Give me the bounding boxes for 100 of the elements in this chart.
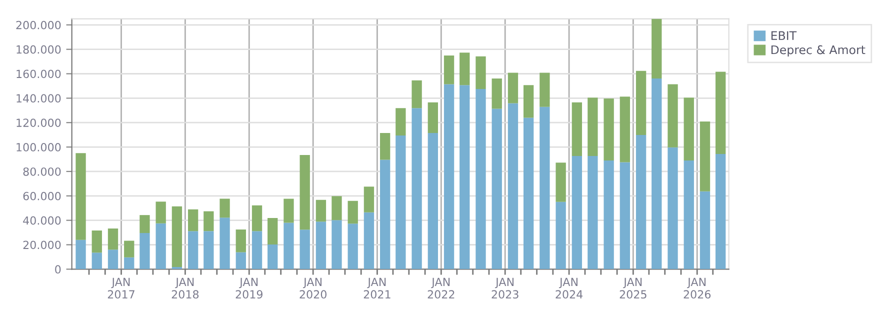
bar [412,80,422,108]
bar [668,84,678,148]
bar [332,220,342,270]
bar [300,154,310,230]
bar [508,72,518,104]
y-tick-label: 80.000 [23,167,61,176]
bar [348,224,358,270]
x-tick-label: JAN 2023 [492,278,518,299]
bar [556,202,566,270]
bar [540,106,550,270]
bar [348,200,358,224]
bar [204,211,214,232]
bar [684,160,694,270]
bar [284,198,294,223]
bar [540,72,550,107]
x-tick-label: JAN 2020 [300,278,326,299]
bar [252,231,262,270]
bar [236,252,246,270]
bar [316,200,326,222]
bar [124,257,134,270]
legend-label: Deprec & Amort [771,45,866,57]
bar [188,209,198,232]
bar [588,98,598,156]
bar [588,156,598,270]
bar [700,122,710,192]
legend-label: EBIT [771,31,797,40]
bar [572,102,582,156]
bar [524,118,534,270]
y-tick-label: 20.000 [23,240,61,250]
bar [92,252,102,270]
bar [460,52,470,86]
bar [700,191,710,270]
bar [204,231,214,270]
bar [396,136,406,270]
bar [268,218,278,245]
bar [316,222,326,270]
bar [508,103,518,270]
bar [476,56,486,90]
bar [716,154,726,270]
bar [524,85,534,118]
bar [172,266,182,270]
y-tick-label: 160.000 [16,70,61,78]
bar [620,96,630,162]
x-tick-label: JAN 2025 [620,278,646,299]
y-tick-label: 120.000 [16,118,61,127]
bar [652,18,662,79]
bar [492,108,502,270]
bar [620,162,630,270]
bar [716,72,726,154]
bar [236,229,246,252]
bar [156,202,166,224]
bar [380,132,390,160]
bar [476,89,486,270]
bar [140,233,150,270]
bar [412,108,422,270]
x-tick-label: JAN 2021 [364,278,390,299]
bar [428,132,438,270]
x-tick-label: JAN 2026 [684,278,711,299]
y-tick-label: 0 [55,265,61,274]
y-tick-label: 140.000 [16,94,61,103]
y-tick-label: 60.000 [23,192,61,200]
bar [124,240,134,258]
bar [636,134,646,270]
y-tick-label: 100.000 [16,143,61,152]
bar [380,160,390,270]
bar [284,222,294,270]
bar [572,156,582,270]
bar [444,56,454,84]
x-tick-label: JAN 2018 [172,278,199,299]
bar [172,206,182,267]
bar [460,85,470,270]
bar [668,147,678,270]
bar [140,215,150,234]
bar [492,78,502,109]
bar [652,78,662,270]
bar [300,230,310,270]
bar [108,228,118,250]
y-tick-label: 40.000 [23,216,61,225]
x-tick-label: JAN 2017 [108,278,134,299]
bar [684,98,694,160]
bar [76,240,86,270]
bar [556,162,566,202]
bar [220,198,230,218]
bar [220,218,230,270]
bar [428,102,438,133]
bar [636,70,646,135]
bar [156,223,166,270]
bar [108,250,118,270]
bar [268,244,278,270]
y-tick-label: 200.000 [16,20,61,30]
bar [92,230,102,253]
bar [332,196,342,220]
y-tick-label: 180.000 [16,45,61,54]
bar [364,212,374,270]
x-tick-label: JAN 2019 [236,278,262,299]
x-tick-label: JAN 2024 [556,278,583,299]
bar [76,153,86,240]
bar [188,231,198,270]
bar [396,108,406,136]
bar [604,160,614,270]
